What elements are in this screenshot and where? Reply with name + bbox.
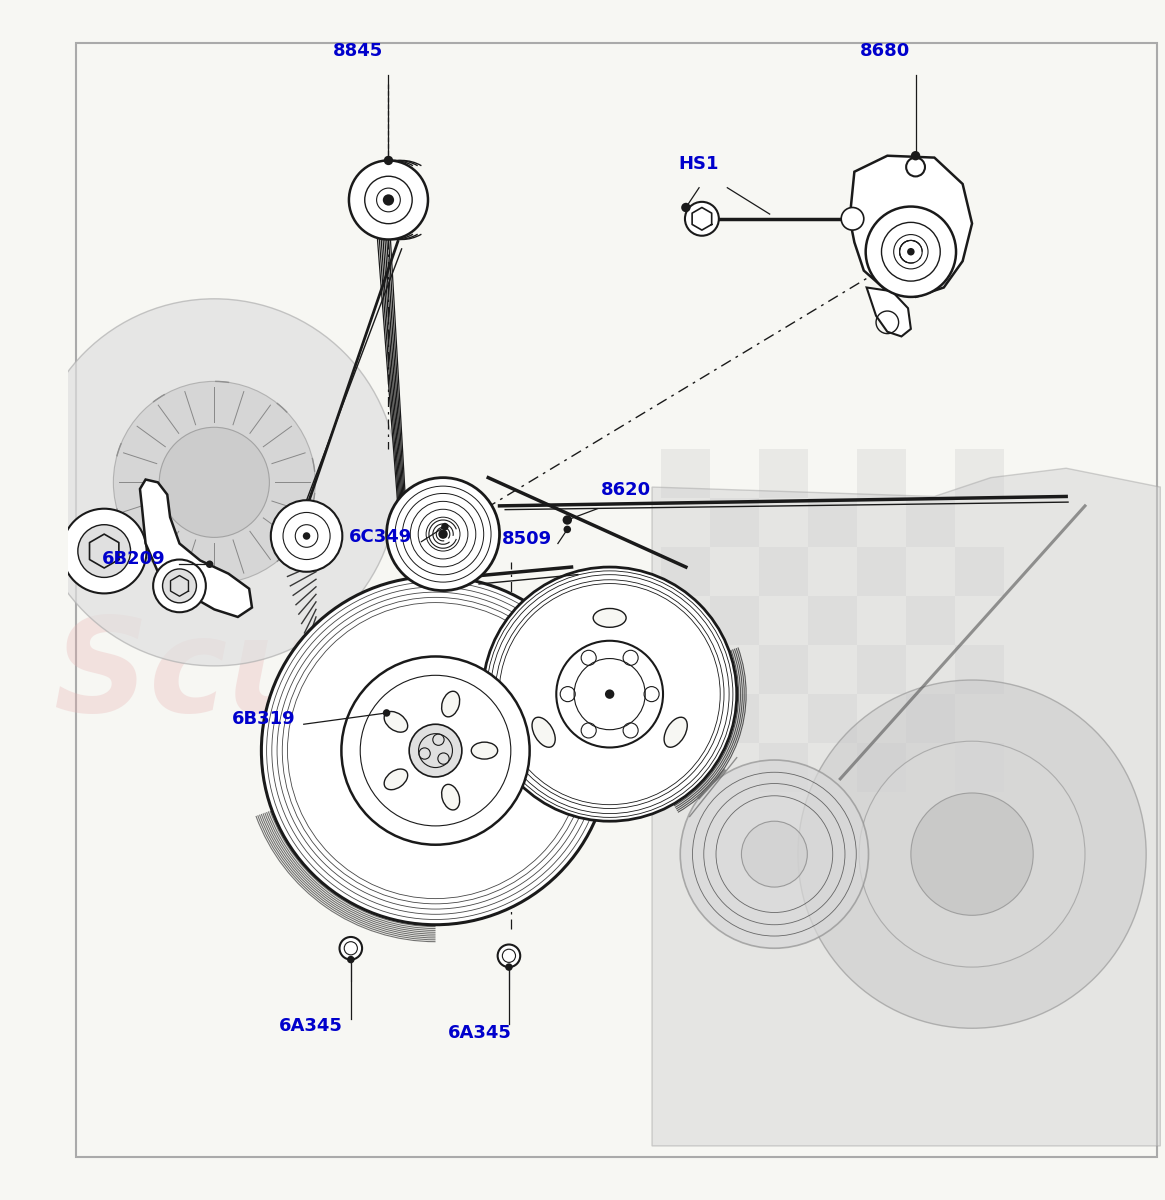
Text: 6B319: 6B319 [232,710,296,728]
Bar [662,547,711,596]
Circle shape [741,821,807,887]
Circle shape [841,208,863,230]
Circle shape [682,203,691,212]
Circle shape [859,742,1085,967]
Bar [857,547,906,596]
Text: Scuderia: Scuderia [54,612,705,739]
Bar [955,646,1004,694]
Polygon shape [867,288,911,336]
Bar [955,547,1004,596]
Circle shape [163,569,197,602]
Circle shape [866,206,956,296]
Circle shape [350,161,428,240]
Bar [760,449,809,498]
Bar [760,743,809,792]
Circle shape [206,560,213,568]
Bar [662,646,711,694]
Circle shape [347,955,354,964]
Circle shape [387,478,500,590]
Bar [760,646,809,694]
Ellipse shape [593,608,626,628]
Bar [955,449,1004,498]
Circle shape [383,156,393,166]
Ellipse shape [532,718,556,748]
Text: 8620: 8620 [601,480,651,498]
Bar [857,743,906,792]
Text: 6A345: 6A345 [280,1018,344,1036]
Circle shape [341,656,530,845]
Bar [711,498,760,547]
Ellipse shape [472,742,497,760]
Ellipse shape [384,712,408,732]
Circle shape [497,944,521,967]
Circle shape [303,533,310,540]
Circle shape [78,524,130,577]
Circle shape [383,709,390,716]
Circle shape [153,559,206,612]
Bar [906,596,955,646]
Bar [711,694,760,743]
Text: catalogue: catalogue [283,713,475,751]
Text: 8845: 8845 [333,42,383,60]
Circle shape [438,529,447,539]
Bar [857,449,906,498]
Text: 8680: 8680 [860,42,911,60]
Ellipse shape [664,718,687,748]
Circle shape [482,568,736,821]
Circle shape [270,500,343,571]
Bar [760,547,809,596]
Polygon shape [140,480,252,617]
Circle shape [113,382,316,583]
Bar [809,694,857,743]
Bar [906,694,955,743]
Circle shape [556,641,663,748]
Circle shape [30,299,398,666]
Circle shape [383,194,394,205]
Bar [711,596,760,646]
Text: 6C349: 6C349 [350,528,412,546]
Circle shape [339,937,362,960]
Polygon shape [849,156,972,296]
Ellipse shape [384,769,408,790]
Circle shape [409,725,461,776]
Bar [662,449,711,498]
Circle shape [564,526,571,533]
Text: HS1: HS1 [679,155,719,173]
Text: 8509: 8509 [502,529,552,547]
Bar [662,743,711,792]
Circle shape [261,576,609,925]
Circle shape [506,964,513,971]
Circle shape [798,680,1146,1028]
Circle shape [911,793,1033,916]
Text: 6B209: 6B209 [103,551,165,569]
Ellipse shape [442,691,460,716]
Circle shape [911,151,920,161]
Circle shape [62,509,147,594]
Text: 6A345: 6A345 [447,1024,511,1042]
Bar [955,743,1004,792]
Bar [906,498,955,547]
Ellipse shape [442,785,460,810]
Circle shape [442,523,449,530]
Circle shape [680,760,868,948]
Polygon shape [652,468,1160,1146]
Bar [809,498,857,547]
Circle shape [685,202,719,235]
Circle shape [605,690,614,698]
Circle shape [563,515,572,524]
Bar [809,596,857,646]
Bar [857,646,906,694]
Circle shape [160,427,269,538]
Circle shape [908,248,915,256]
